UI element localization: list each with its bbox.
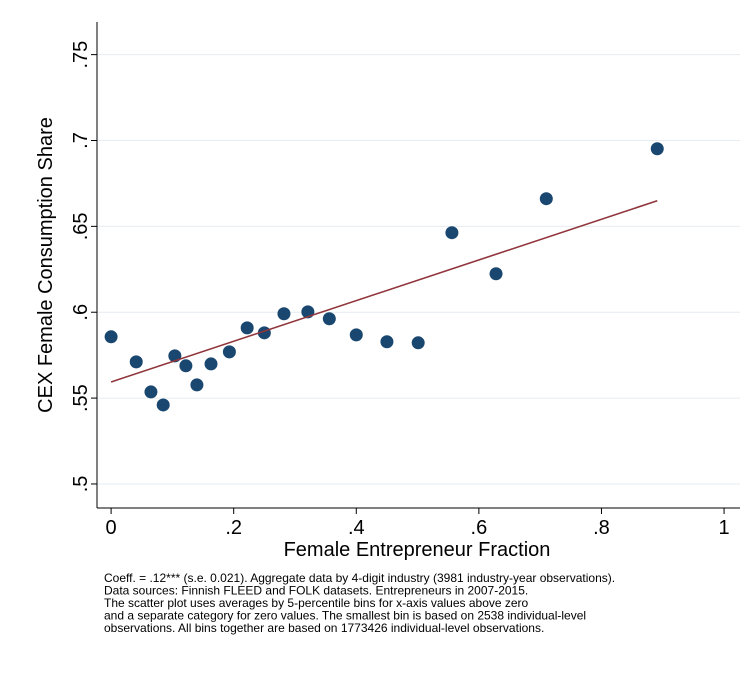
- y-axis-title: CEX Female Consumption Share: [35, 117, 57, 413]
- point: [277, 307, 291, 321]
- note: observations. All bins together are base…: [104, 621, 544, 635]
- x-tick-label: .4: [348, 517, 365, 539]
- point: [411, 336, 425, 350]
- point: [539, 192, 553, 206]
- x-tick-label: .8: [593, 517, 610, 539]
- note: Coeff. = .12*** (s.e. 0.021). Aggregate …: [104, 571, 615, 585]
- y-tick-label: .75: [70, 41, 92, 69]
- y-tick-label: .65: [70, 212, 92, 240]
- point: [190, 378, 204, 392]
- y-tick-label: .6: [70, 304, 92, 321]
- note: The scatter plot uses averages by 5-perc…: [104, 596, 529, 610]
- note: Data sources: Finnish FLEED and FOLK dat…: [104, 584, 528, 598]
- point: [322, 312, 336, 326]
- point: [380, 335, 394, 349]
- note: and a separate category for zero values.…: [104, 609, 586, 623]
- point: [144, 385, 158, 399]
- point: [349, 328, 363, 342]
- point: [489, 267, 503, 281]
- x-tick-label: 0: [106, 517, 117, 539]
- y-tick-label: .7: [70, 132, 92, 149]
- point: [129, 355, 143, 369]
- point: [156, 398, 170, 412]
- y-tick-label: .5: [70, 476, 92, 493]
- x-tick-label: 1: [719, 517, 730, 539]
- x-axis-title: Female Entrepreneur Fraction: [284, 539, 551, 561]
- point: [204, 357, 218, 371]
- point: [445, 226, 459, 240]
- point: [240, 321, 254, 335]
- point: [179, 359, 193, 373]
- x-tick-label: .2: [225, 517, 242, 539]
- x-tick-label: .6: [471, 517, 488, 539]
- y-tick-label: .55: [70, 384, 92, 412]
- point: [104, 330, 118, 344]
- point: [650, 142, 664, 156]
- point: [222, 345, 236, 359]
- fit-line: [110, 200, 658, 383]
